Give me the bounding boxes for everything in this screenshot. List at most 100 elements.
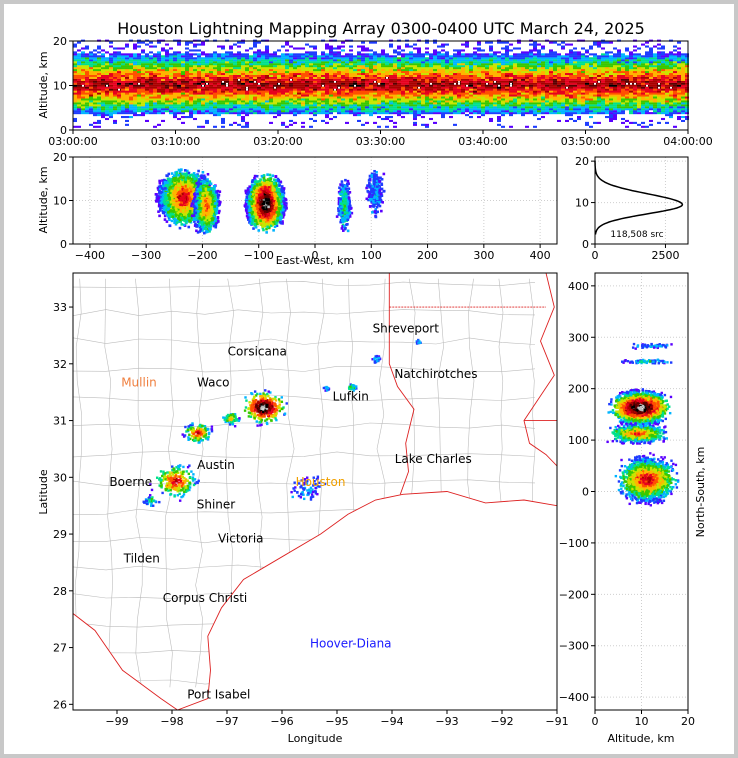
time-density-cell <box>285 92 289 95</box>
time-density-cell <box>193 45 197 48</box>
time-density-cell <box>133 43 137 46</box>
time-density-cell <box>393 92 397 95</box>
time-density-cell <box>485 92 489 95</box>
time-density-cell <box>109 98 113 101</box>
time-density-cell <box>525 88 529 91</box>
time-density-cell <box>217 86 221 89</box>
time-density-cell <box>97 63 101 66</box>
time-density-cell <box>413 68 417 72</box>
time-density-cell <box>241 57 245 60</box>
time-density-cell <box>553 82 557 85</box>
time-density-cell <box>545 98 549 101</box>
time-density-cell <box>105 86 109 89</box>
time-density-cell <box>653 106 657 109</box>
time-density-cell <box>517 41 521 44</box>
time-density-cell <box>373 98 377 101</box>
time-density-cell <box>229 92 233 95</box>
time-density-cell <box>469 84 473 87</box>
time-density-cell <box>145 53 149 56</box>
time-density-cell <box>301 55 305 58</box>
time-density-cell <box>73 96 77 99</box>
time-density-cell <box>537 106 541 109</box>
time-density-cell <box>93 57 97 60</box>
time-density-cell <box>113 65 117 68</box>
time-density-cell <box>113 100 117 103</box>
time-density-cell <box>161 90 165 93</box>
time-density-cell <box>593 65 597 68</box>
time-density-cell <box>353 114 357 117</box>
time-density-cell <box>405 63 409 66</box>
time-density-cell <box>217 104 221 107</box>
time-density-cell <box>293 57 297 60</box>
time-density-cell <box>89 90 93 93</box>
time-density-cell <box>161 76 165 79</box>
time-density-cell <box>545 80 549 83</box>
time-density-cell <box>381 55 385 58</box>
time-density-cell <box>81 70 85 74</box>
time-density-cell <box>365 68 369 72</box>
time-density-cell <box>245 67 249 70</box>
time-density-cell <box>249 90 253 93</box>
time-density-cell <box>449 88 453 91</box>
time-density-cell <box>369 57 373 60</box>
time-density-cell <box>385 63 389 66</box>
time-density-cell <box>561 96 565 99</box>
time-density-cell <box>645 72 649 76</box>
time-density-cell <box>281 121 285 124</box>
time-density-cell <box>561 88 565 91</box>
time-density-cell <box>293 112 297 115</box>
time-density-cell <box>313 84 317 87</box>
time-density-cell <box>269 67 273 70</box>
time-density-cell <box>121 86 125 89</box>
time-density-cell <box>233 68 237 72</box>
time-density-cell <box>617 80 621 83</box>
time-density-cell <box>97 121 101 124</box>
time-density-cell <box>453 63 457 66</box>
time-density-cell <box>129 98 133 101</box>
time-density-cell <box>213 57 217 60</box>
time-density-cell <box>197 53 201 56</box>
time-density-cell <box>373 61 377 64</box>
time-density-cell <box>477 112 481 115</box>
time-density-cell <box>545 108 549 111</box>
time-density-cell <box>329 100 333 103</box>
time-density-cell <box>241 110 245 113</box>
time-density-cell <box>225 108 229 111</box>
time-density-cell <box>525 76 529 79</box>
time-density-cell <box>397 110 401 113</box>
time-density-cell <box>265 110 269 113</box>
time-density-cell <box>233 102 237 105</box>
time-density-cell <box>333 78 337 81</box>
time-density-cell <box>313 90 317 93</box>
time-density-cell <box>285 96 289 99</box>
time-density-cell <box>269 112 273 115</box>
time-density-cell <box>209 65 213 68</box>
time-density-cell <box>501 53 505 56</box>
time-density-cell <box>489 80 493 83</box>
time-density-cell <box>585 106 589 109</box>
time-density-cell <box>445 61 449 64</box>
time-density-cell <box>457 67 461 70</box>
time-density-cell <box>101 84 105 87</box>
time-density-cell <box>429 117 433 121</box>
time-density-cell <box>73 104 77 107</box>
time-density-cell <box>529 102 533 105</box>
time-density-cell <box>641 84 645 87</box>
time-density-cell <box>489 45 493 48</box>
time-density-cell <box>81 104 85 107</box>
time-density-cell <box>197 82 201 85</box>
time-density-cell <box>597 59 601 62</box>
time-density-cell <box>621 76 625 79</box>
time-density-cell <box>193 112 197 115</box>
time-density-cell <box>605 57 609 60</box>
time-density-cell <box>197 61 201 64</box>
time-density-cell <box>173 106 177 109</box>
time-density-cell <box>117 108 121 111</box>
time-density-cell <box>261 74 265 77</box>
time-density-cell <box>305 86 309 89</box>
time-density-cell <box>473 68 477 72</box>
time-density-cell <box>189 49 193 52</box>
time-density-cell <box>417 112 421 115</box>
time-density-cell <box>617 63 621 66</box>
time-density-cell <box>593 59 597 62</box>
